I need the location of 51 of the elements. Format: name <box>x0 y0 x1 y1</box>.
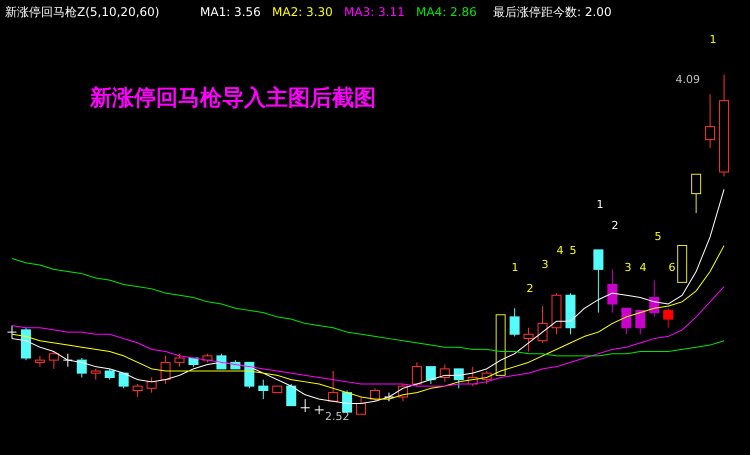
candlestick <box>76 358 87 378</box>
annotation: 1 <box>512 261 518 274</box>
candlestick <box>705 94 716 149</box>
annotation: 3 <box>624 261 632 274</box>
candlestick <box>356 396 366 415</box>
candlestick <box>216 353 226 370</box>
annotation: 2.52 <box>325 410 350 423</box>
candlestick <box>258 379 268 400</box>
candlestick <box>454 368 464 389</box>
text: 1 <box>710 33 716 46</box>
candlestick <box>48 351 59 370</box>
text: MA1: 3.56 <box>200 5 261 19</box>
candlestick <box>300 398 310 413</box>
candlestick <box>118 372 129 389</box>
annotation: 4.09 <box>676 73 700 86</box>
annotation: 5 <box>570 244 576 257</box>
candlestick <box>62 353 73 368</box>
text: MA3: 3.11 <box>344 5 405 19</box>
candlestick <box>593 249 604 314</box>
candlestick <box>691 174 702 214</box>
candlestick <box>104 368 115 380</box>
candlestick <box>146 376 157 394</box>
annotation: 6 <box>668 261 676 274</box>
candlestick <box>524 327 534 352</box>
text: MA2: 3.30 <box>272 5 333 19</box>
text: MA4: 2.86 <box>416 5 477 19</box>
candlestick <box>314 405 324 415</box>
annotation: 4 <box>640 261 646 274</box>
annotation: 新涨停回马枪导入主图后截图 <box>89 85 376 111</box>
candlestick <box>34 355 45 368</box>
candlestick <box>635 310 646 335</box>
candlestick <box>607 268 618 314</box>
chart-title: 新涨停回马枪Z(5,10,20,60) <box>5 5 160 19</box>
candlestick <box>538 306 548 344</box>
candlestick <box>510 308 520 337</box>
candlestick <box>286 383 296 406</box>
candlestick <box>132 383 143 398</box>
candlestick <box>90 368 101 380</box>
annotation: 3 <box>542 258 548 271</box>
chart-subtitle: 最后涨停距今数: 2.00 <box>493 5 612 19</box>
annotation: 1 <box>596 198 604 211</box>
annotation: 2 <box>526 282 534 295</box>
annotation: 5 <box>654 230 662 243</box>
candlestick <box>412 362 422 387</box>
annotation: 4 <box>556 244 564 257</box>
candlestick <box>426 366 436 384</box>
candlestick <box>328 370 338 402</box>
annotation: 2 <box>612 219 618 232</box>
candlestick <box>663 308 674 328</box>
candlestick <box>174 353 185 368</box>
candlestick <box>621 308 632 335</box>
